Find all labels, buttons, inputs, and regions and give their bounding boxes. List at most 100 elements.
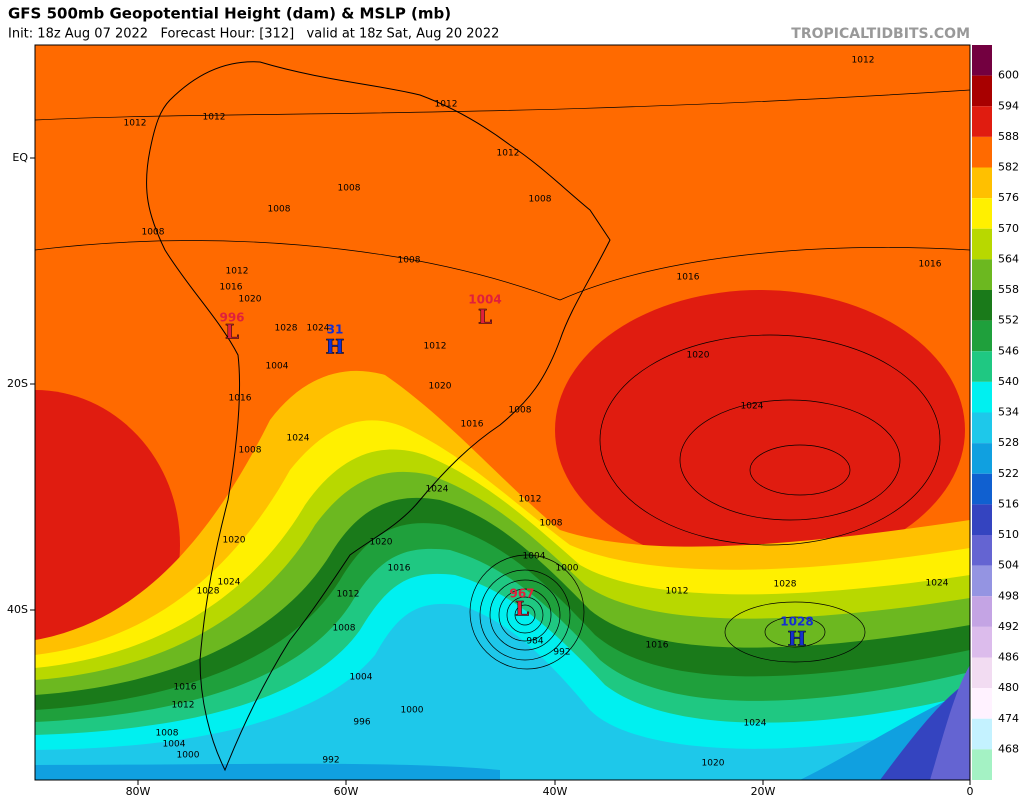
lon-label: 0 [967, 785, 974, 798]
pressure-value: 996 [219, 311, 244, 325]
colorbar-swatch [972, 718, 992, 750]
isobar-label: 1024 [307, 324, 330, 334]
isobar-label: 1020 [687, 351, 710, 361]
colorbar-swatch [972, 596, 992, 627]
subtitle: Init: 18z Aug 07 2022 Forecast Hour: [31… [8, 27, 499, 42]
pressure-value: 31 [327, 323, 344, 337]
colorbar-swatch [972, 443, 992, 474]
isobar-label: 1012 [337, 590, 360, 600]
colorbar-label: 516 [998, 497, 1019, 510]
isobar-label: 1008 [398, 256, 421, 266]
colorbar-swatch [972, 626, 992, 658]
colorbar-swatch [972, 259, 992, 290]
colorbar-label: 534 [998, 406, 1019, 419]
colorbar-swatch [972, 657, 992, 689]
colorbar-swatch [972, 198, 992, 229]
colorbar-swatch [972, 565, 992, 597]
colorbar-label: 498 [998, 589, 1019, 602]
colorbar-swatch [972, 351, 992, 382]
isobar-label: 1012 [424, 342, 447, 352]
colorbar-swatch [972, 320, 992, 352]
isobar-label: 1008 [142, 228, 165, 238]
isobar-label: 1020 [702, 759, 725, 769]
colorbar-label: 528 [998, 436, 1019, 449]
isobar-label: 1012 [519, 495, 542, 505]
colorbar-label: 594 [998, 99, 1019, 112]
colorbar-swatch [972, 381, 992, 413]
colorbar-swatch [972, 535, 992, 566]
isobar-label: 1016 [646, 641, 669, 651]
map-frame [34, 44, 971, 781]
colorbar-label: 522 [998, 467, 1019, 480]
colorbar-label: 570 [998, 222, 1019, 235]
colorbar-label: 510 [998, 528, 1019, 541]
colorbar-label: 546 [998, 344, 1019, 357]
isobar-label: 1024 [741, 402, 764, 412]
isobar-label: 1020 [239, 295, 262, 305]
lon-label: 80W [126, 785, 151, 798]
colorbar-label: 582 [998, 161, 1019, 174]
isobar-label: 1008 [529, 195, 552, 205]
isobar-label: 1000 [556, 564, 579, 574]
isobar-label: 1008 [156, 729, 179, 739]
isobar-label: 1012 [203, 113, 226, 123]
pressure-center: H [788, 627, 807, 651]
isobar-label: 1024 [426, 485, 449, 495]
colorbar-label: 540 [998, 375, 1019, 388]
colorbar-swatch [972, 75, 992, 107]
isobar-label: 1016 [677, 273, 700, 283]
colorbar-swatch [972, 504, 992, 535]
isobar-label: 1000 [401, 706, 424, 716]
pressure-value: 967 [509, 587, 534, 601]
isobar-label: 1012 [666, 587, 689, 597]
isobar-label: 1028 [275, 324, 298, 334]
isobar-label: 1012 [124, 119, 147, 129]
isobar-label: 1008 [333, 624, 356, 634]
pressure-center: H [326, 335, 345, 359]
isobar-label: 992 [322, 756, 339, 766]
isobar-label: 1004 [266, 362, 289, 372]
colorbar-label: 492 [998, 620, 1019, 633]
lat-label: 20S [7, 377, 28, 390]
isobar-label: 1004 [350, 673, 373, 683]
isobar-label: 1012 [852, 56, 875, 66]
isobar-label: 996 [353, 718, 370, 728]
pressure-center: L [515, 597, 529, 621]
map-field [35, 45, 970, 780]
colorbar-swatch [972, 45, 992, 76]
colorbar-swatch [972, 136, 992, 168]
colorbar-label: 564 [998, 252, 1019, 265]
colorbar-label: 474 [998, 712, 1019, 725]
isobar-label: 1008 [239, 446, 262, 456]
isobar-label: 1016 [229, 394, 252, 404]
isobar-label: 1024 [926, 579, 949, 589]
lon-label: 40W [543, 785, 568, 798]
isobar-label: 1008 [540, 519, 563, 529]
isobar-label: 1020 [429, 382, 452, 392]
colorbar-swatch [972, 688, 992, 719]
isobar-label: 1012 [497, 149, 520, 159]
isobar-label: 1012 [435, 100, 458, 110]
isobar-label: 1020 [223, 536, 246, 546]
isobar-label: 1016 [461, 420, 484, 430]
lat-label: EQ [12, 151, 28, 164]
pressure-value: 1004 [468, 293, 501, 307]
isobar-label: 1020 [370, 538, 393, 548]
isobar-label: 984 [526, 637, 543, 647]
isobar-label: 1008 [509, 406, 532, 416]
isobar-label: 992 [553, 648, 570, 658]
colorbar-swatch [972, 473, 992, 505]
colorbar-label: 588 [998, 130, 1019, 143]
colorbar-swatch [972, 106, 992, 137]
isobar-label: 1012 [226, 267, 249, 277]
colorbar-swatch [972, 228, 992, 260]
colorbar-swatch [972, 412, 992, 444]
isobar-label: 1008 [338, 184, 361, 194]
lon-label: 20W [751, 785, 776, 798]
isobar-label: 1000 [177, 751, 200, 761]
isobar-label: 1028 [197, 587, 220, 597]
colorbar-label: 468 [998, 742, 1019, 755]
pressure-value: 1028 [780, 615, 813, 629]
colorbar-label: 480 [998, 681, 1019, 694]
colorbar-swatch [972, 290, 992, 321]
